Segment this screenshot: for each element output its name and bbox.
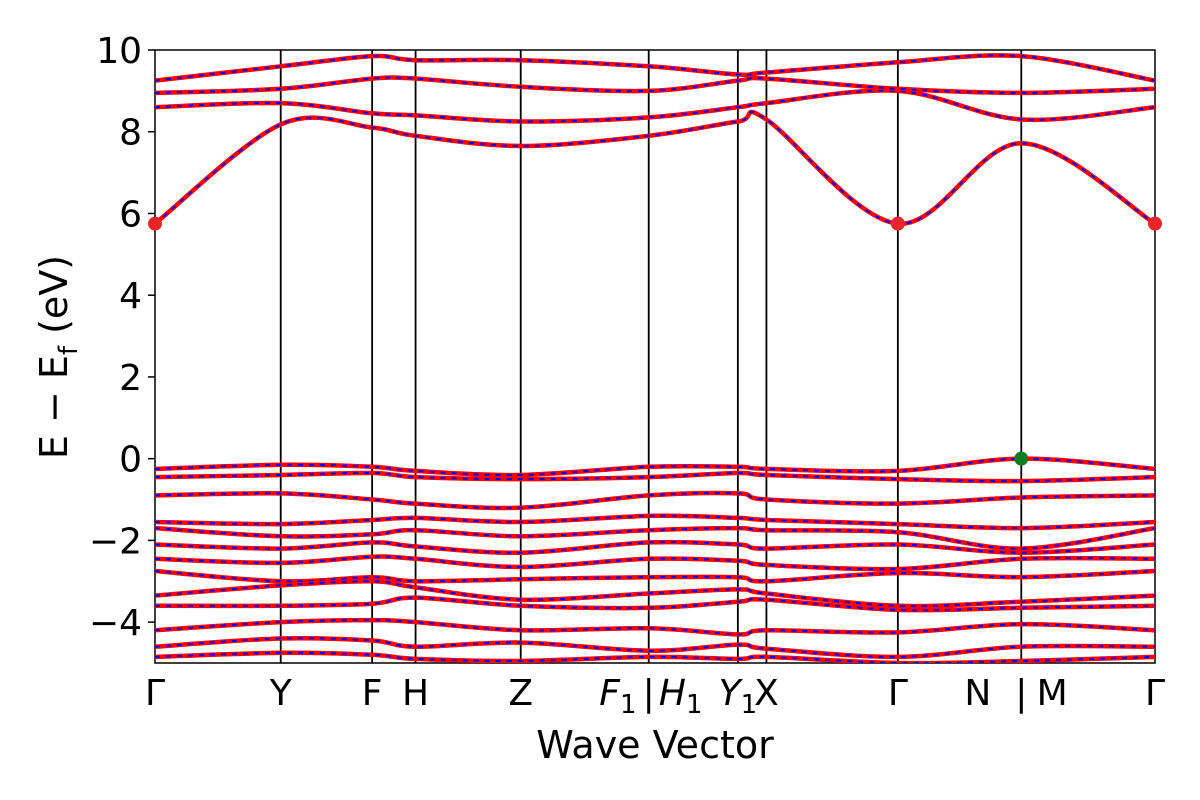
y-tick-label: 10 (96, 31, 142, 72)
x-tick-label: X (754, 673, 779, 714)
x-tick-label: F (362, 673, 383, 714)
band-edge-point-1 (890, 216, 905, 231)
x-tick-label: Y1 (719, 673, 758, 720)
x-tick-label: | (1015, 673, 1027, 714)
y-axis-label-subscript: f (54, 345, 84, 355)
y-tick-label: 8 (119, 113, 142, 154)
band-line-overlay-12 (155, 580, 1155, 608)
y-tick-label: −4 (89, 603, 142, 644)
plot-area (154, 49, 1156, 664)
bands (155, 53, 1155, 663)
y-tick-label: −2 (89, 521, 142, 562)
band-line-overlay-7 (155, 514, 1155, 530)
band-line-overlay-13 (155, 596, 1155, 612)
x-axis-ticks: Γ Y F H Z F1 | H1 Y1X Γ N | M Γ (145, 673, 1165, 720)
band-line-overlay-6 (155, 492, 1155, 509)
band-edge-point-0 (148, 216, 162, 231)
band-edge-point-2 (1148, 216, 1162, 231)
y-axis-label: E − Ef (eV) (32, 255, 84, 459)
y-axis-label-main: E − E (32, 355, 76, 459)
x-tick-label: M (1037, 673, 1068, 714)
kpoint-lines (279, 50, 1023, 663)
x-tick-label: H1 (659, 673, 703, 720)
x-axis-label: Wave Vector (536, 723, 774, 767)
plot-frame (154, 49, 1156, 664)
x-tick-label: Γ (1145, 673, 1165, 714)
band-edge-markers (148, 216, 1162, 466)
x-tick-label: Γ (145, 673, 165, 714)
band-line-overlay-14 (155, 619, 1155, 636)
y-tick-label: 0 (119, 440, 142, 481)
x-tick-label: F1 (599, 673, 636, 720)
band-line-overlay-10 (155, 555, 1155, 571)
band-line-overlay-16 (155, 651, 1155, 663)
band-line-overlay-2 (155, 76, 1155, 94)
band-edge-point-3 (1014, 451, 1029, 466)
x-tick-label: Z (508, 673, 533, 714)
y-axis-label-unit: (eV) (32, 255, 76, 346)
band-line-overlay-4 (155, 457, 1155, 477)
y-axis-ticks: −4 −2 0 2 4 6 8 10 (89, 31, 155, 644)
band-line-overlay-15 (155, 637, 1155, 658)
y-tick-label: 4 (119, 276, 142, 317)
y-tick-label: 2 (119, 358, 142, 399)
x-tick-label: Y (269, 673, 293, 714)
band-line-overlay-5 (155, 471, 1155, 483)
x-tick-label: Γ (888, 673, 908, 714)
band-line-overlay-1 (155, 89, 1155, 123)
band-line-overlay-0 (155, 110, 1155, 225)
band-line-overlay-3 (155, 54, 1155, 82)
x-tick-label: N (964, 673, 991, 714)
y-tick-label: 6 (119, 194, 142, 235)
x-tick-label: H (402, 673, 429, 714)
band-line-overlay-11 (155, 570, 1155, 583)
x-tick-label: | (643, 673, 655, 714)
band-line-overlay-9 (155, 541, 1155, 554)
band-line-overlay-8 (155, 527, 1155, 550)
